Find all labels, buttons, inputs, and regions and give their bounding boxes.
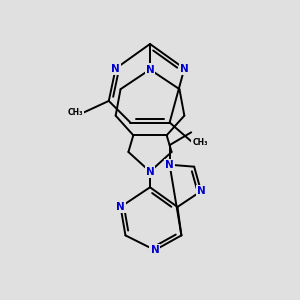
Text: N: N — [146, 64, 154, 74]
Text: N: N — [111, 64, 120, 74]
Text: N: N — [165, 160, 174, 170]
Text: N: N — [146, 167, 154, 177]
Text: CH₃: CH₃ — [68, 108, 83, 117]
Text: N: N — [197, 186, 206, 196]
Text: CH₃: CH₃ — [192, 138, 208, 147]
Text: N: N — [116, 202, 125, 212]
Text: N: N — [151, 245, 159, 255]
Text: N: N — [180, 64, 189, 74]
